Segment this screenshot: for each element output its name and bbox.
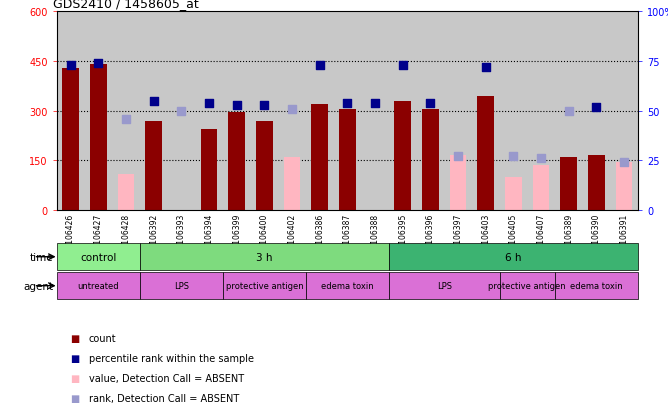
- Bar: [118, 174, 134, 211]
- Text: agent: agent: [23, 281, 53, 291]
- Point: [563, 108, 574, 115]
- Text: protective antigen: protective antigen: [488, 282, 566, 290]
- Bar: [62, 69, 79, 211]
- Point: [619, 160, 629, 166]
- Bar: [57, 273, 140, 299]
- Point: [591, 104, 602, 111]
- Bar: [422, 110, 439, 211]
- Bar: [306, 273, 389, 299]
- Bar: [284, 158, 301, 211]
- Text: time: time: [30, 252, 53, 262]
- Bar: [228, 113, 245, 211]
- Text: value, Detection Call = ABSENT: value, Detection Call = ABSENT: [89, 373, 244, 383]
- Bar: [256, 121, 273, 211]
- Point: [342, 100, 353, 107]
- Text: 6 h: 6 h: [505, 252, 522, 262]
- Text: LPS: LPS: [174, 282, 189, 290]
- Bar: [90, 65, 107, 211]
- Point: [121, 116, 132, 123]
- Bar: [450, 156, 466, 211]
- Text: GDS2410 / 1458605_at: GDS2410 / 1458605_at: [53, 0, 199, 10]
- Text: edema toxin: edema toxin: [321, 282, 373, 290]
- Point: [259, 102, 270, 109]
- Text: count: count: [89, 334, 116, 344]
- Point: [453, 154, 464, 160]
- Bar: [394, 102, 411, 211]
- Bar: [311, 105, 328, 211]
- Point: [176, 108, 186, 115]
- Bar: [478, 97, 494, 211]
- Bar: [57, 244, 140, 271]
- Bar: [339, 110, 355, 211]
- Point: [369, 100, 380, 107]
- Bar: [140, 244, 389, 271]
- Point: [287, 106, 297, 113]
- Text: control: control: [80, 252, 116, 262]
- Bar: [389, 273, 500, 299]
- Bar: [533, 166, 549, 211]
- Bar: [140, 273, 223, 299]
- Bar: [146, 121, 162, 211]
- Point: [425, 100, 436, 107]
- Point: [65, 63, 76, 69]
- Text: untreated: untreated: [77, 282, 119, 290]
- Bar: [616, 163, 633, 211]
- Text: ■: ■: [70, 393, 79, 403]
- Point: [315, 63, 325, 69]
- Point: [93, 61, 104, 67]
- Point: [397, 63, 408, 69]
- Bar: [223, 273, 306, 299]
- Text: rank, Detection Call = ABSENT: rank, Detection Call = ABSENT: [89, 393, 239, 403]
- Bar: [505, 178, 522, 211]
- Text: 3 h: 3 h: [256, 252, 273, 262]
- Text: percentile rank within the sample: percentile rank within the sample: [89, 354, 254, 363]
- Text: ■: ■: [70, 354, 79, 363]
- Bar: [560, 158, 577, 211]
- Point: [148, 98, 159, 105]
- Bar: [588, 156, 605, 211]
- Bar: [200, 130, 217, 211]
- Bar: [500, 273, 555, 299]
- Text: ■: ■: [70, 373, 79, 383]
- Point: [204, 100, 214, 107]
- Point: [480, 64, 491, 71]
- Text: protective antigen: protective antigen: [226, 282, 303, 290]
- Point: [536, 156, 546, 162]
- Text: edema toxin: edema toxin: [570, 282, 623, 290]
- Point: [231, 102, 242, 109]
- Bar: [555, 273, 638, 299]
- Text: ■: ■: [70, 334, 79, 344]
- Bar: [389, 244, 638, 271]
- Point: [508, 154, 519, 160]
- Text: LPS: LPS: [437, 282, 452, 290]
